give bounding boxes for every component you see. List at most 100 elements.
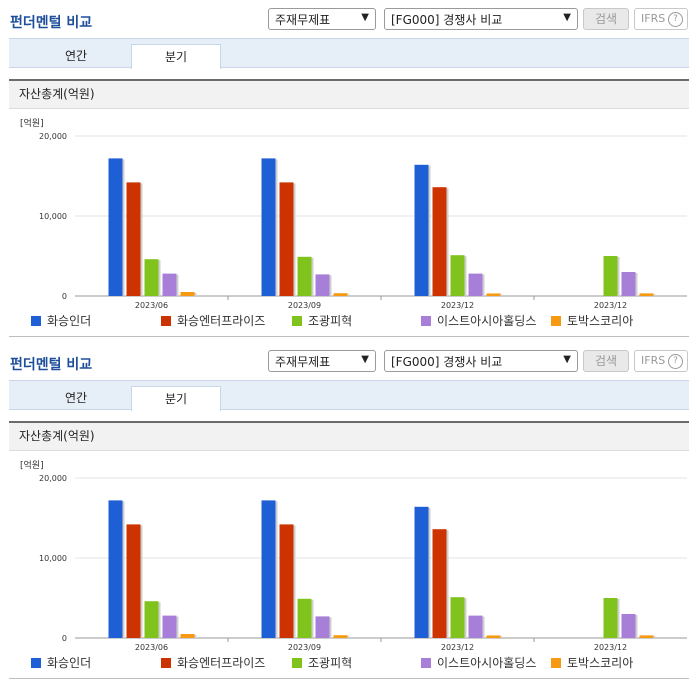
bar bbox=[261, 158, 276, 296]
bar bbox=[639, 293, 654, 296]
y-tick-label: 20,000 bbox=[39, 474, 67, 483]
ifrs-label: IFRS bbox=[641, 354, 666, 367]
legend-item[interactable]: 이스트아시아홀딩스 bbox=[421, 654, 536, 672]
bar bbox=[144, 259, 159, 296]
bar bbox=[621, 272, 636, 296]
panel-title: 펀더멘털 비교 bbox=[10, 357, 93, 373]
bar bbox=[126, 182, 141, 296]
legend-item[interactable]: 토박스코리아 bbox=[551, 312, 633, 330]
unit-label: [억원] bbox=[20, 459, 44, 471]
question-circle-icon[interactable]: ? bbox=[668, 354, 683, 369]
tab-quarterly[interactable]: 분기 bbox=[131, 386, 221, 411]
bar bbox=[414, 506, 429, 638]
bar bbox=[621, 614, 636, 638]
tab-annual[interactable]: 연간 bbox=[64, 49, 88, 63]
y-tick-label: 10,000 bbox=[39, 554, 67, 563]
legend-label: 이스트아시아홀딩스 bbox=[437, 656, 537, 670]
tab-quarterly[interactable]: 분기 bbox=[131, 44, 221, 69]
bar bbox=[261, 500, 276, 638]
legend-item[interactable]: 이스트아시아홀딩스 bbox=[421, 312, 536, 330]
x-tick-label: 2023/09 bbox=[288, 643, 321, 652]
bar bbox=[297, 256, 312, 296]
bar bbox=[432, 187, 447, 296]
bar bbox=[180, 292, 195, 296]
statement-select[interactable]: 주재무제표 ▼ bbox=[268, 350, 376, 372]
search-button[interactable]: 검색 bbox=[583, 8, 629, 30]
fundamental-panel: 펀더멘털 비교 주재무제표 ▼ [FG000] 경쟁사 비교 ▼ 검색 IFRS… bbox=[0, 342, 696, 684]
bar bbox=[315, 274, 330, 296]
bar bbox=[108, 500, 123, 638]
legend-item[interactable]: 화승인더 bbox=[31, 654, 91, 672]
statement-select-value: 주재무제표 bbox=[275, 355, 331, 369]
bar bbox=[333, 293, 348, 296]
bar bbox=[180, 634, 195, 638]
legend-item[interactable]: 토박스코리아 bbox=[551, 654, 633, 672]
legend-item[interactable]: 조광피혁 bbox=[292, 654, 352, 672]
legend-swatch bbox=[551, 658, 561, 668]
legend-label: 조광피혁 bbox=[308, 656, 353, 670]
ifrs-label: IFRS bbox=[641, 12, 666, 25]
legend-item[interactable]: 화승인더 bbox=[31, 312, 91, 330]
bar bbox=[486, 293, 501, 296]
bar bbox=[279, 182, 294, 296]
legend-swatch bbox=[421, 316, 431, 326]
peer-group-select[interactable]: [FG000] 경쟁사 비교 ▼ bbox=[384, 350, 578, 372]
peer-group-select-value: [FG000] 경쟁사 비교 bbox=[391, 355, 503, 369]
peer-group-select[interactable]: [FG000] 경쟁사 비교 ▼ bbox=[384, 8, 578, 30]
search-button[interactable]: 검색 bbox=[583, 350, 629, 372]
chevron-down-icon: ▼ bbox=[361, 354, 369, 365]
x-tick-label: 2023/12 bbox=[594, 301, 627, 310]
question-circle-icon[interactable]: ? bbox=[668, 12, 683, 27]
ifrs-button[interactable]: IFRS ? bbox=[634, 350, 688, 372]
bar bbox=[468, 273, 483, 296]
legend-item[interactable]: 조광피혁 bbox=[292, 312, 352, 330]
statement-select-value: 주재무제표 bbox=[275, 13, 331, 27]
legend-item[interactable]: 화승엔터프라이즈 bbox=[161, 654, 265, 672]
legend-swatch bbox=[292, 316, 302, 326]
bar bbox=[639, 635, 654, 638]
y-tick-label: 0 bbox=[62, 634, 67, 643]
peer-group-select-value: [FG000] 경쟁사 비교 bbox=[391, 13, 503, 27]
legend-swatch bbox=[551, 316, 561, 326]
bar bbox=[450, 597, 465, 638]
bar bbox=[414, 164, 429, 296]
x-tick-label: 2023/09 bbox=[288, 301, 321, 310]
ifrs-button[interactable]: IFRS ? bbox=[634, 8, 688, 30]
bar bbox=[333, 635, 348, 638]
y-tick-label: 10,000 bbox=[39, 212, 67, 221]
legend-label: 토박스코리아 bbox=[567, 314, 634, 328]
period-tabs: 연간 분기 bbox=[9, 38, 689, 69]
bar bbox=[279, 524, 294, 638]
bar bbox=[603, 256, 618, 296]
legend-label: 화승엔터프라이즈 bbox=[177, 314, 266, 328]
legend-swatch bbox=[292, 658, 302, 668]
section-title: 자산총계(억원) bbox=[9, 421, 689, 451]
bar bbox=[297, 598, 312, 638]
legend-item[interactable]: 화승엔터프라이즈 bbox=[161, 312, 265, 330]
chevron-down-icon: ▼ bbox=[563, 12, 571, 23]
section-title: 자산총계(억원) bbox=[9, 79, 689, 109]
bar bbox=[432, 529, 447, 638]
legend-label: 이스트아시아홀딩스 bbox=[437, 314, 537, 328]
bar bbox=[108, 158, 123, 296]
statement-select[interactable]: 주재무제표 ▼ bbox=[268, 8, 376, 30]
bar bbox=[315, 616, 330, 638]
legend-swatch bbox=[31, 316, 41, 326]
divider bbox=[9, 678, 689, 679]
bar bbox=[162, 615, 177, 638]
tab-annual[interactable]: 연간 bbox=[64, 391, 88, 405]
bar bbox=[450, 255, 465, 296]
chevron-down-icon: ▼ bbox=[361, 12, 369, 23]
legend-label: 화승엔터프라이즈 bbox=[177, 656, 266, 670]
x-tick-label: 2023/06 bbox=[135, 643, 168, 652]
unit-label: [억원] bbox=[20, 117, 44, 129]
legend-label: 토박스코리아 bbox=[567, 656, 634, 670]
divider bbox=[9, 336, 689, 337]
chart-legend: 화승인더 화승엔터프라이즈 조광피혁 이스트아시아홀딩스 토박스코리아 bbox=[9, 312, 689, 332]
asset-chart: [억원] 0 10,000 20,000 2023/06 2023/09 2023/12 20… bbox=[20, 117, 687, 310]
legend-label: 화승인더 bbox=[47, 314, 92, 328]
bar bbox=[486, 635, 501, 638]
x-tick-label: 2023/06 bbox=[135, 301, 168, 310]
period-tabs: 연간 분기 bbox=[9, 380, 689, 411]
legend-label: 화승인더 bbox=[47, 656, 92, 670]
